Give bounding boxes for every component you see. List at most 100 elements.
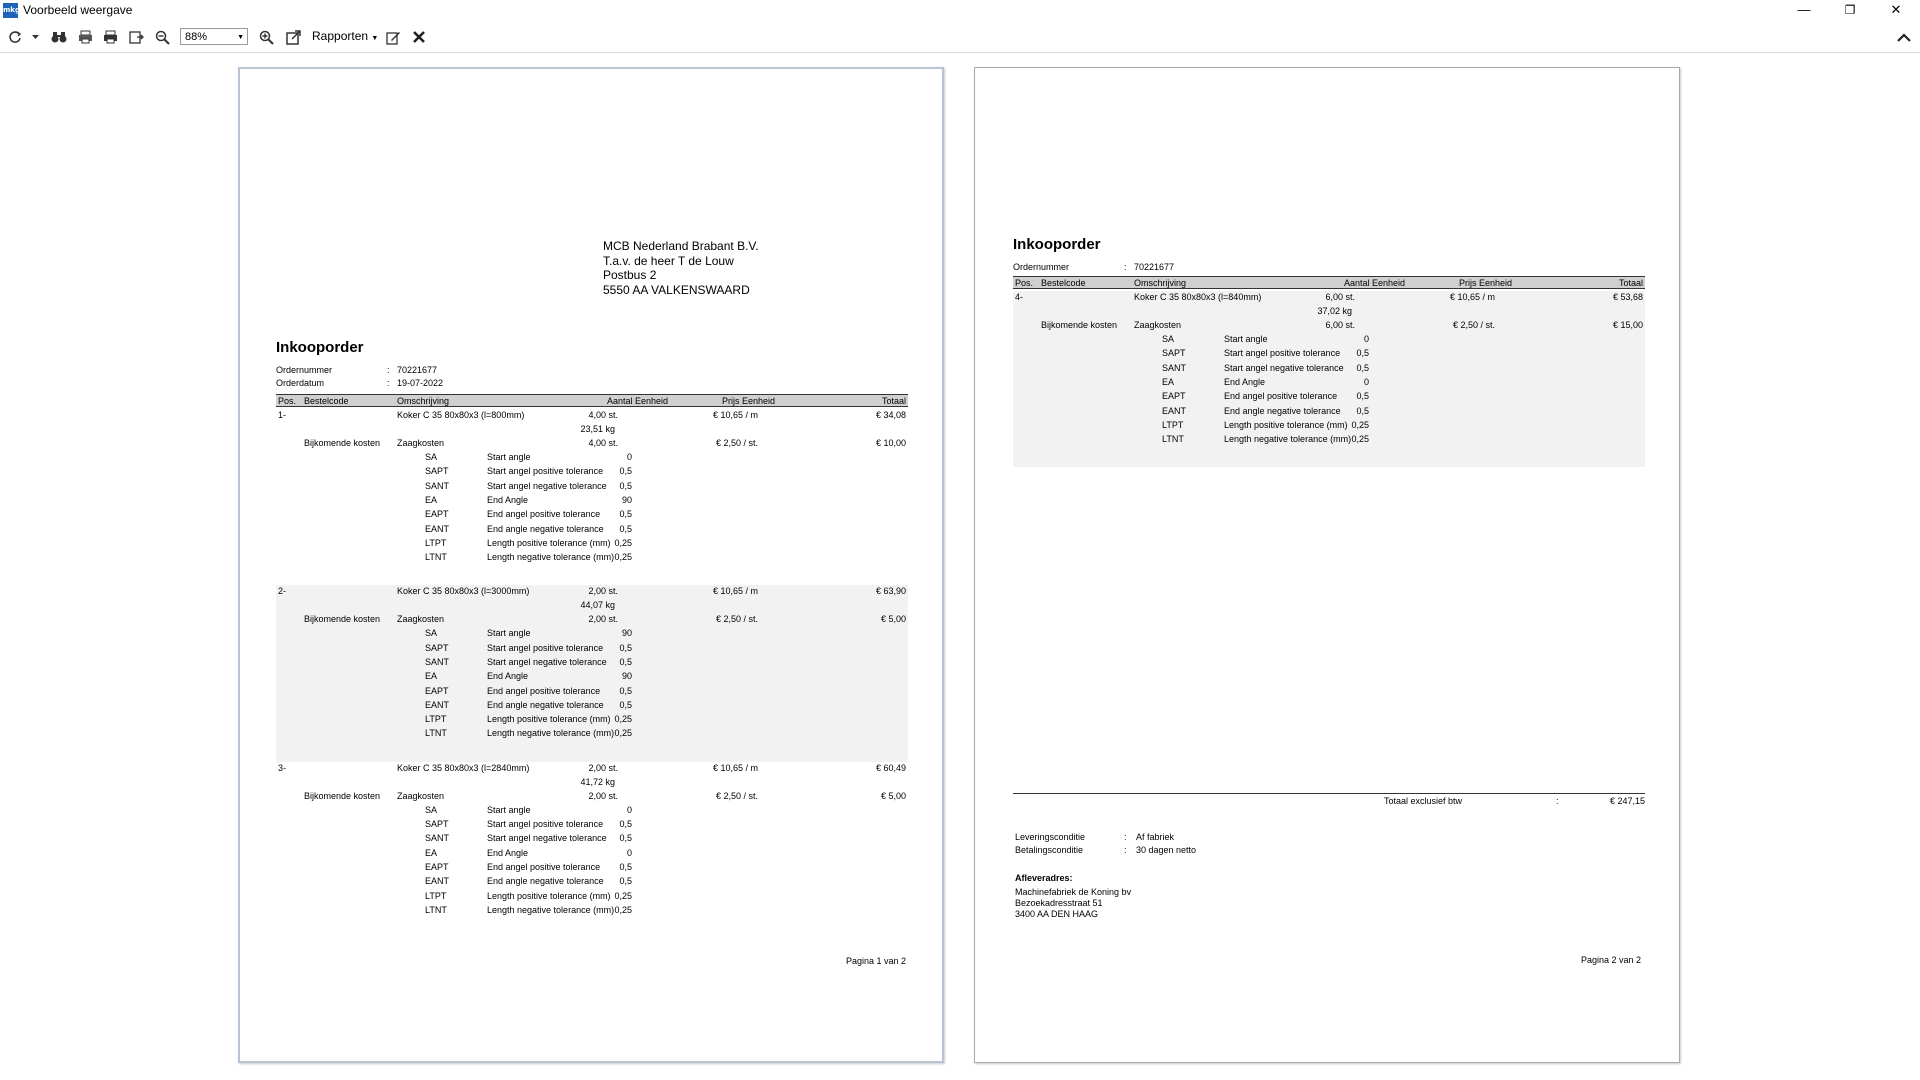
orderdatum-label: Orderdatum	[276, 378, 325, 388]
parameter-value: 0,5	[619, 876, 632, 887]
binoculars-icon[interactable]	[49, 27, 69, 47]
table-row: EANT End angle negative tolerance 0,5	[1013, 405, 1645, 419]
refresh-icon[interactable]	[6, 27, 24, 47]
table-row: SANT Start angel negative tolerance 0,5	[1013, 362, 1645, 376]
parameter-description: Start angel negative tolerance	[487, 833, 607, 844]
table-row: EAPT End angel positive tolerance 0,5	[1013, 390, 1645, 404]
table-row: SANT Start angel negative tolerance 0,5	[276, 480, 908, 494]
item-price: € 10,65 / m	[712, 762, 758, 773]
parameter-value: 0,5	[1356, 362, 1369, 373]
table-row: SA Start angle 90	[276, 627, 908, 641]
address-line: Machinefabriek de Koning bv	[1015, 887, 1132, 897]
levering-label: Leveringsconditie	[1015, 832, 1086, 842]
preview-page-2: Inkooporder Ordernummer : 70221677 Pos. …	[974, 67, 1680, 1063]
parameter-value: 0	[1363, 334, 1369, 344]
table-row: 23,51 kg	[276, 423, 908, 437]
extra-costs-price: € 2,50 / st.	[715, 438, 758, 448]
zoom-dropdown-chevron-icon: ▼	[237, 34, 244, 41]
close-preview-icon[interactable]	[409, 27, 429, 47]
print-icon[interactable]	[100, 27, 120, 47]
refresh-dropdown-chevron-icon[interactable]	[30, 27, 40, 47]
colon: :	[1124, 832, 1127, 842]
parameter-value: 90	[621, 494, 632, 505]
parameter-description: End angel positive tolerance	[487, 861, 601, 872]
parameter-value: 0,5	[619, 656, 632, 667]
extra-costs-description: Zaagkosten	[397, 614, 445, 625]
parameter-code: LTNT	[1162, 434, 1184, 445]
parameter-value: 0,5	[619, 833, 632, 844]
parameter-value: 0,5	[619, 699, 632, 710]
close-window-button[interactable]: ✕	[1890, 2, 1902, 17]
export-icon[interactable]	[283, 27, 303, 47]
parameter-description: Start angle	[487, 628, 531, 639]
parameter-value: 0,25	[1351, 419, 1369, 430]
col-omschrijving: Omschrijving	[397, 396, 450, 406]
parameter-description: Start angel positive tolerance	[487, 642, 604, 653]
table-row: Bijkomende kosten Zaagkosten 2,00 st. € 2,5…	[276, 613, 908, 627]
ordernummer-label: Ordernummer	[276, 365, 333, 375]
ordernummer-value: 70221677	[397, 365, 438, 375]
col-bestelcode: Bestelcode	[1041, 278, 1086, 288]
parameter-description: End angle negative tolerance	[487, 523, 604, 534]
table-row: EAPT End angel positive tolerance 0,5	[276, 685, 908, 699]
col-pos: Pos.	[1015, 278, 1034, 288]
parameter-value: 0	[626, 804, 632, 815]
table-row: EANT End angle negative tolerance 0,5	[276, 875, 908, 889]
address-line: MCB Nederland Brabant B.V.	[603, 239, 759, 253]
order-position-block: 4- Koker C 35 80x80x3 (l=840mm) 6,00 st. € …	[1013, 291, 1645, 468]
table-row: 44,07 kg	[276, 599, 908, 613]
item-total: € 60,49	[875, 762, 906, 773]
zoom-select[interactable]: 88% ▼	[180, 28, 248, 45]
conditions: Leveringsconditie : Af fabriek Betalings…	[1015, 832, 1415, 860]
parameter-code: EA	[425, 671, 438, 682]
parameter-description: End Angle	[487, 494, 529, 505]
reports-menu-label: Rapporten	[312, 29, 369, 43]
extra-costs-price: € 2,50 / st.	[715, 790, 758, 801]
parameter-description: Start angle	[487, 452, 531, 462]
position-number: 4-	[1015, 292, 1024, 302]
reports-menu[interactable]: Rapporten ▼	[312, 29, 378, 43]
table-row: 37,02 kg	[1013, 305, 1645, 319]
address-line: T.a.v. de heer T de Louw	[603, 253, 734, 268]
parameter-description: End angel positive tolerance	[1224, 391, 1338, 402]
parameter-code: EA	[425, 494, 438, 505]
table-row: SANT Start angel negative tolerance 0,5	[276, 832, 908, 846]
print-setup-icon[interactable]	[75, 27, 95, 47]
delivery-address-label: Afleveradres:	[1015, 873, 1073, 883]
table-row: EAPT End angel positive tolerance 0,5	[276, 508, 908, 522]
collapse-toolbar-chevron-up-icon[interactable]	[1894, 27, 1914, 47]
parameter-value: 0,5	[619, 480, 632, 491]
minimize-button[interactable]: —	[1797, 2, 1811, 17]
table-row: Bijkomende kosten Zaagkosten 4,00 st. € 2,5…	[276, 437, 908, 451]
colon: :	[387, 378, 390, 388]
parameter-value: 0,5	[619, 685, 632, 696]
edit-icon[interactable]	[383, 27, 403, 47]
address-line: 5550 AA VALKENSWAARD	[603, 282, 750, 297]
parameter-code: LTPT	[425, 537, 447, 548]
zoom-out-icon[interactable]	[152, 27, 172, 47]
col-totaal: Totaal	[1618, 278, 1643, 288]
table-row: SAPT Start angel positive tolerance 0,5	[276, 642, 908, 656]
zoom-in-icon[interactable]	[256, 27, 276, 47]
order-position-block: 2- Koker C 35 80x80x3 (l=3000mm) 2,00 st. €…	[276, 585, 908, 762]
maximize-button[interactable]: ❐	[1844, 3, 1856, 17]
totals-divider	[1013, 793, 1645, 794]
table-row: Bijkomende kosten Zaagkosten 2,00 st. € 2,5…	[276, 790, 908, 804]
col-aantal-eenheid: Aantal Eenheid	[1344, 278, 1406, 288]
item-description: Koker C 35 80x80x3 (l=800mm)	[397, 410, 525, 420]
parameter-value: 0,5	[619, 466, 632, 477]
item-total: € 63,90	[875, 586, 906, 597]
parameter-value: 0,25	[1351, 434, 1369, 445]
table-row: LTPT Length positive tolerance (mm) 0,25	[276, 537, 908, 551]
colon: :	[387, 365, 390, 375]
parameter-code: LTPT	[1162, 419, 1184, 430]
parameter-code: EAPT	[425, 509, 449, 520]
parameter-value: 90	[621, 671, 632, 682]
extra-costs-label: Bijkomende kosten	[304, 614, 381, 625]
total-value: € 247,15	[1609, 796, 1645, 806]
parameter-code: SAPT	[425, 466, 449, 477]
ordernummer-label: Ordernummer	[1013, 262, 1070, 272]
parameter-code: SANT	[425, 833, 450, 844]
page-setup-icon[interactable]	[126, 27, 146, 47]
parameter-value: 0,25	[614, 890, 632, 901]
